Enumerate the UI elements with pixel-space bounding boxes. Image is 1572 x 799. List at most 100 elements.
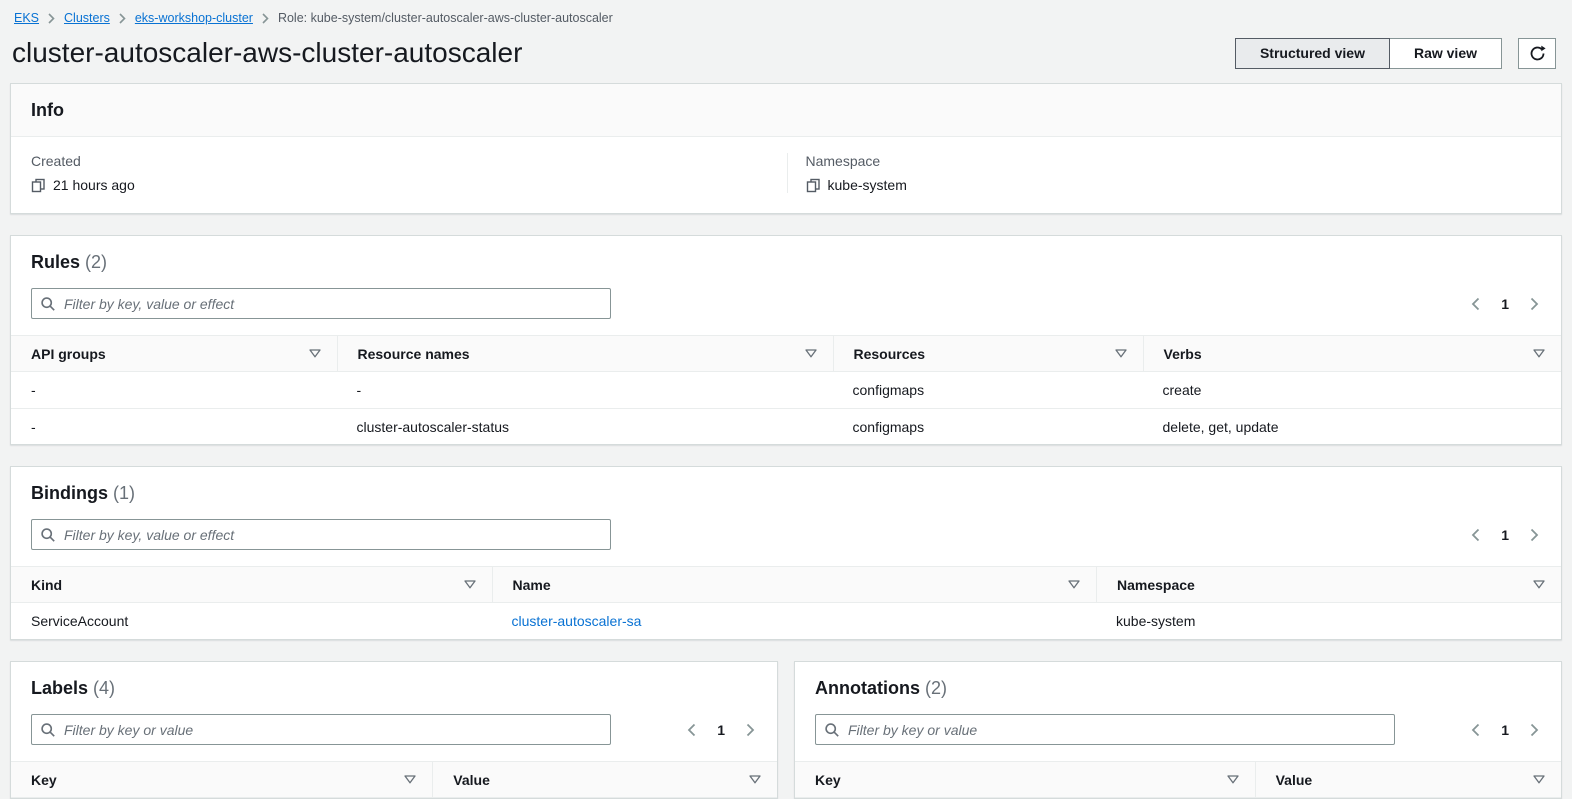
- rules-prev-page-button[interactable]: [1469, 295, 1482, 313]
- chevron-left-icon: [687, 723, 696, 737]
- column-label: API groups: [31, 345, 106, 362]
- chevron-left-icon: [1471, 297, 1480, 311]
- column-label: Key: [31, 771, 57, 788]
- rules-column-verbs: Verbs: [1142, 336, 1562, 371]
- annotations-table-header: Key Value: [795, 761, 1561, 798]
- labels-toolbar: 1: [11, 714, 777, 761]
- filter-icon[interactable]: [747, 773, 763, 786]
- bindings-column-name: Name: [491, 567, 1097, 602]
- bottom-panels: Labels (4): [10, 661, 1562, 799]
- chevron-right-icon: [262, 12, 269, 24]
- filter-icon[interactable]: [1531, 347, 1547, 360]
- chevron-right-icon: [746, 723, 755, 737]
- bindings-column-kind: Kind: [11, 567, 492, 602]
- annotations-filter: [815, 714, 1395, 745]
- filter-icon[interactable]: [1066, 578, 1082, 591]
- column-label: Kind: [31, 576, 63, 593]
- filter-icon[interactable]: [803, 347, 819, 360]
- filter-icon[interactable]: [462, 578, 478, 591]
- labels-filter: [31, 714, 611, 745]
- annotations-column-key: Key: [795, 762, 1255, 797]
- bindings-title-text: Bindings: [31, 483, 108, 503]
- created-label: Created: [31, 153, 81, 169]
- annotations-prev-page-button[interactable]: [1469, 721, 1482, 739]
- rules-pagination: 1: [1469, 295, 1541, 313]
- cell-api-groups: -: [31, 382, 36, 398]
- rules-next-page-button[interactable]: [1528, 295, 1541, 313]
- labels-filter-input[interactable]: [31, 714, 611, 745]
- cell-namespace: kube-system: [1116, 613, 1196, 629]
- labels-column-key: Key: [11, 762, 432, 797]
- bindings-filter: [31, 519, 611, 550]
- filter-icon[interactable]: [307, 347, 323, 360]
- breadcrumb-eks[interactable]: EKS: [14, 11, 40, 25]
- filter-icon[interactable]: [1113, 347, 1129, 360]
- rules-count: (2): [85, 252, 108, 272]
- breadcrumb-cluster-name[interactable]: eks-workshop-cluster: [134, 11, 253, 25]
- annotations-filter-input[interactable]: [815, 714, 1395, 745]
- column-label: Resources: [853, 345, 926, 362]
- cell-resources: configmaps: [852, 418, 925, 435]
- rules-panel-title: Rules (2): [11, 236, 1561, 288]
- chevron-right-icon: [1530, 723, 1539, 737]
- rules-filter-input[interactable]: [31, 288, 611, 319]
- filter-icon[interactable]: [1225, 773, 1241, 786]
- column-label: Namespace: [1117, 576, 1195, 593]
- info-namespace-field: Namespace kube-system: [786, 153, 1562, 193]
- chevron-left-icon: [1471, 723, 1480, 737]
- filter-icon[interactable]: [1531, 773, 1547, 786]
- copy-icon[interactable]: [31, 178, 46, 193]
- annotations-next-page-button[interactable]: [1528, 721, 1541, 739]
- annotations-pagination: 1: [1469, 721, 1541, 739]
- labels-count: (4): [93, 678, 116, 698]
- bindings-prev-page-button[interactable]: [1469, 526, 1482, 544]
- copy-icon[interactable]: [806, 178, 821, 193]
- annotations-panel: Annotations (2): [794, 661, 1562, 799]
- labels-pagination: 1: [685, 721, 757, 739]
- rules-filter: [31, 288, 611, 319]
- bindings-page-number[interactable]: 1: [1495, 526, 1515, 544]
- page-header: cluster-autoscaler-aws-cluster-autoscale…: [0, 25, 1572, 83]
- bindings-next-page-button[interactable]: [1528, 526, 1541, 544]
- column-label: Value: [453, 771, 490, 788]
- rules-page-number[interactable]: 1: [1495, 295, 1515, 313]
- labels-page-number[interactable]: 1: [711, 721, 731, 739]
- annotations-panel-title: Annotations (2): [795, 662, 1561, 714]
- namespace-label: Namespace: [805, 153, 881, 169]
- namespace-value: kube-system: [827, 177, 907, 193]
- bindings-panel-title: Bindings (1): [11, 467, 1561, 519]
- bindings-filter-input[interactable]: [31, 519, 611, 550]
- created-value: 21 hours ago: [53, 177, 135, 193]
- labels-prev-page-button[interactable]: [685, 721, 698, 739]
- annotations-page-number[interactable]: 1: [1495, 721, 1515, 739]
- rules-panel: Rules (2) 1: [10, 235, 1562, 445]
- annotations-count: (2): [925, 678, 948, 698]
- main-content: Info Created 21 hours ago Namespace: [0, 83, 1572, 799]
- table-row: - - configmaps create: [11, 372, 1561, 408]
- column-label: Name: [512, 576, 551, 593]
- info-panel-title: Info: [11, 84, 1561, 137]
- info-content: Created 21 hours ago Namespace: [11, 137, 1561, 213]
- filter-icon[interactable]: [402, 773, 418, 786]
- filter-icon[interactable]: [1531, 578, 1547, 591]
- service-account-link[interactable]: cluster-autoscaler-sa: [511, 613, 642, 629]
- column-label: Verbs: [1163, 345, 1202, 362]
- labels-panel: Labels (4): [10, 661, 778, 799]
- bindings-toolbar: 1: [11, 519, 1561, 566]
- labels-panel-title: Labels (4): [11, 662, 777, 714]
- header-actions: Structured view Raw view: [1234, 37, 1556, 69]
- rules-table-header: API groups Resource names Resources Verb…: [11, 335, 1561, 372]
- rules-column-api-groups: API groups: [11, 336, 337, 371]
- column-label: Key: [815, 771, 841, 788]
- breadcrumb: EKS Clusters eks-workshop-cluster Role: …: [0, 0, 1572, 25]
- labels-title-text: Labels: [31, 678, 89, 698]
- refresh-button[interactable]: [1518, 37, 1556, 69]
- table-row: ServiceAccount cluster-autoscaler-sa kub…: [11, 603, 1561, 639]
- cell-api-groups: -: [31, 418, 36, 435]
- raw-view-button[interactable]: Raw view: [1388, 37, 1502, 69]
- bindings-table-header: Kind Name Namespace: [11, 566, 1561, 603]
- structured-view-button[interactable]: Structured view: [1234, 37, 1390, 69]
- labels-next-page-button[interactable]: [744, 721, 757, 739]
- rules-column-resources: Resources: [832, 336, 1143, 371]
- breadcrumb-clusters[interactable]: Clusters: [64, 11, 110, 25]
